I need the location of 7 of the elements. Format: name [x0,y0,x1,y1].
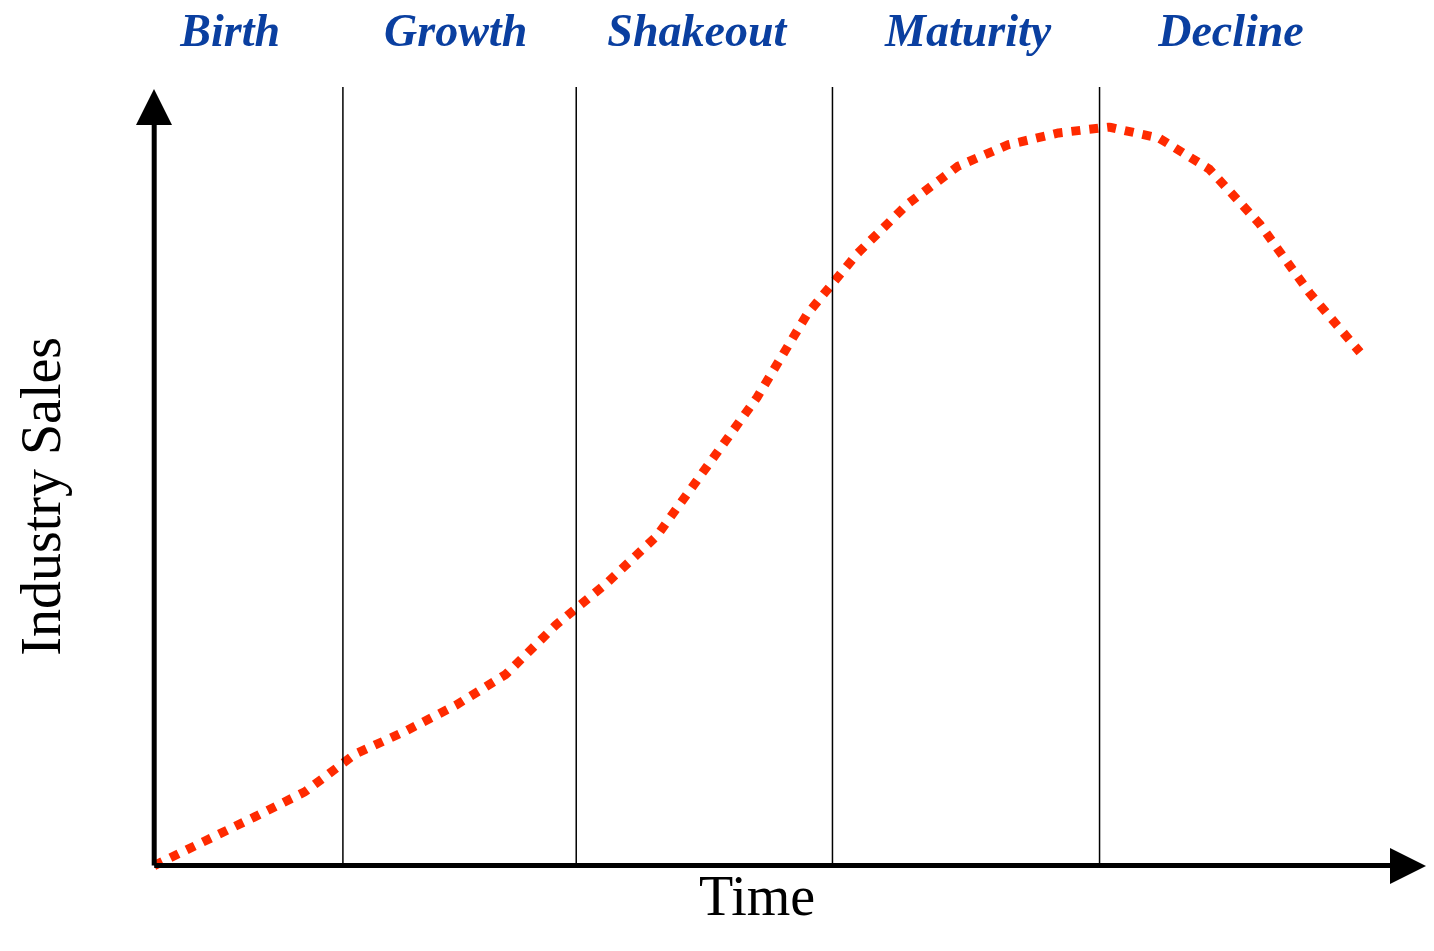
text: Birth [179,4,281,56]
x-axis-title: Time [698,865,816,928]
text: Growth [384,4,528,56]
y-axis-title: Industry Sales [10,336,73,656]
text: Shakeout [607,4,788,56]
text: Decline [1157,4,1304,56]
text: Maturity [884,4,1052,56]
